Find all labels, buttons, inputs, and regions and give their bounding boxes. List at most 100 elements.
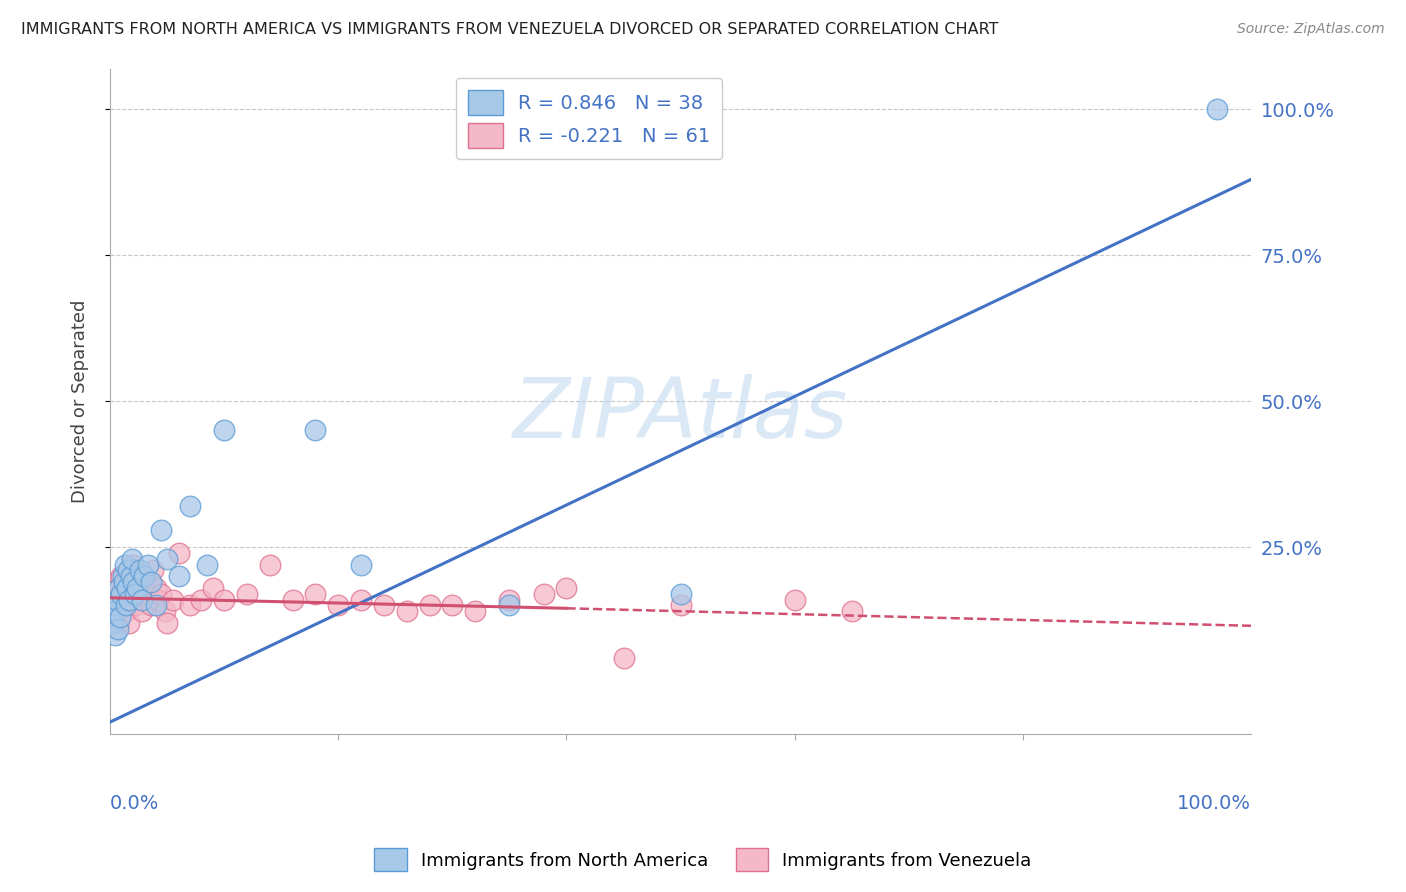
Point — [112, 581, 135, 595]
Point — [212, 592, 235, 607]
Point — [103, 587, 125, 601]
Point — [110, 610, 132, 624]
Point — [179, 499, 201, 513]
Point — [103, 599, 125, 613]
Point — [104, 604, 127, 618]
Point — [146, 592, 169, 607]
Point — [156, 551, 179, 566]
Point — [121, 592, 143, 607]
Point — [350, 592, 373, 607]
Point — [145, 599, 167, 613]
Point — [162, 592, 184, 607]
Point — [108, 581, 131, 595]
Y-axis label: Divorced or Separated: Divorced or Separated — [72, 300, 89, 503]
Point — [141, 599, 163, 613]
Point — [125, 563, 148, 577]
Point — [115, 604, 138, 618]
Point — [612, 651, 634, 665]
Point — [120, 569, 142, 583]
Point — [100, 599, 122, 613]
Point — [419, 599, 441, 613]
Point — [110, 569, 132, 583]
Point — [115, 574, 138, 589]
Point — [114, 592, 136, 607]
Point — [105, 592, 128, 607]
Legend: Immigrants from North America, Immigrants from Venezuela: Immigrants from North America, Immigrant… — [367, 841, 1039, 879]
Point — [122, 581, 145, 595]
Point — [142, 563, 165, 577]
Point — [105, 592, 128, 607]
Point — [281, 592, 304, 607]
Point — [555, 581, 578, 595]
Point — [110, 587, 132, 601]
Point — [304, 423, 326, 437]
Point — [236, 587, 259, 601]
Point — [117, 587, 139, 601]
Point — [195, 558, 218, 572]
Text: 0.0%: 0.0% — [110, 794, 159, 813]
Point — [328, 599, 350, 613]
Point — [190, 592, 212, 607]
Point — [135, 574, 157, 589]
Point — [395, 604, 418, 618]
Point — [101, 615, 124, 630]
Point — [104, 604, 127, 618]
Point — [150, 587, 173, 601]
Point — [101, 610, 124, 624]
Point — [118, 615, 141, 630]
Point — [111, 599, 134, 613]
Point — [111, 569, 134, 583]
Point — [141, 574, 163, 589]
Point — [259, 558, 281, 572]
Point — [104, 627, 127, 641]
Point — [107, 622, 129, 636]
Point — [134, 569, 156, 583]
Point — [110, 587, 132, 601]
Point — [167, 546, 190, 560]
Point — [441, 599, 464, 613]
Point — [498, 599, 520, 613]
Point — [121, 551, 143, 566]
Point — [136, 558, 159, 572]
Point — [841, 604, 863, 618]
Point — [127, 587, 149, 601]
Point — [124, 587, 146, 601]
Text: 100.0%: 100.0% — [1177, 794, 1251, 813]
Point — [122, 574, 145, 589]
Point — [179, 599, 201, 613]
Point — [145, 581, 167, 595]
Point — [212, 423, 235, 437]
Point — [350, 558, 373, 572]
Point — [138, 587, 160, 601]
Point — [117, 563, 139, 577]
Point — [128, 592, 150, 607]
Point — [127, 581, 149, 595]
Point — [114, 558, 136, 572]
Point — [669, 599, 692, 613]
Point — [167, 569, 190, 583]
Point — [783, 592, 806, 607]
Point — [304, 587, 326, 601]
Point — [464, 604, 486, 618]
Point — [120, 569, 142, 583]
Point — [128, 563, 150, 577]
Point — [669, 587, 692, 601]
Point — [107, 581, 129, 595]
Point — [115, 599, 138, 613]
Point — [153, 604, 176, 618]
Point — [201, 581, 224, 595]
Point — [373, 599, 395, 613]
Point — [134, 581, 156, 595]
Text: ZIPAtlas: ZIPAtlas — [513, 374, 848, 455]
Point — [533, 587, 555, 601]
Point — [128, 569, 150, 583]
Point — [1205, 103, 1227, 117]
Text: Source: ZipAtlas.com: Source: ZipAtlas.com — [1237, 22, 1385, 37]
Point — [156, 615, 179, 630]
Point — [122, 558, 145, 572]
Point — [131, 592, 153, 607]
Point — [498, 592, 520, 607]
Text: IMMIGRANTS FROM NORTH AMERICA VS IMMIGRANTS FROM VENEZUELA DIVORCED OR SEPARATED: IMMIGRANTS FROM NORTH AMERICA VS IMMIGRA… — [21, 22, 998, 37]
Point — [115, 581, 138, 595]
Point — [104, 574, 127, 589]
